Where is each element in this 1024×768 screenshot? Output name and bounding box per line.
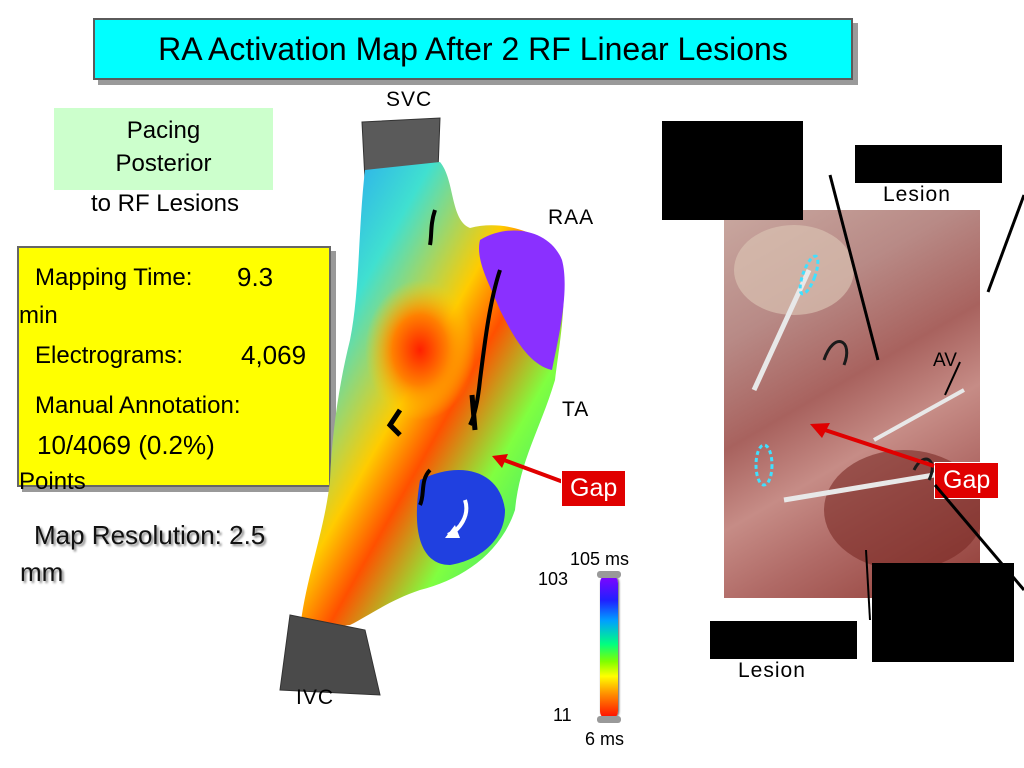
scale-top-time: 105 ms xyxy=(570,549,630,569)
label-av: AV xyxy=(933,350,957,371)
color-scale-bar xyxy=(597,571,621,723)
pacing-line-3: to RF Lesions xyxy=(90,190,240,217)
label-svc: SVC xyxy=(386,88,433,111)
slide-title: RA Activation Map After 2 RF Linear Lesi… xyxy=(158,30,788,67)
scale-top-value: 103 xyxy=(538,569,569,589)
gap-arrow-left xyxy=(492,454,567,485)
mapping-time-value: 9.3 xyxy=(237,262,274,292)
redaction-box-1 xyxy=(662,121,803,220)
pacing-line-1: Pacing xyxy=(126,117,201,144)
scale-bottom-value: 11 xyxy=(553,705,572,725)
stats-box: Mapping Time: 9.3 min Electrograms: 4,06… xyxy=(17,246,331,495)
map-resolution-value: 2.5 xyxy=(229,520,266,550)
pacing-box: Pacing Posterior xyxy=(54,108,273,190)
electrograms-label: Electrograms: xyxy=(35,342,184,369)
redaction-box-2 xyxy=(855,145,1002,183)
redaction-box-3 xyxy=(710,621,857,659)
label-lesion-bottom: Lesion xyxy=(738,659,806,682)
map-resolution: Map Resolution: 2.5 mm xyxy=(20,517,320,591)
label-ta: TA xyxy=(562,398,590,421)
label-ivc: IVC xyxy=(296,686,335,709)
label-lesion-top: Lesion xyxy=(883,183,951,206)
map-resolution-label: Map Resolution: xyxy=(34,520,222,550)
annotation-value: 10/4069 (0.2%) xyxy=(37,430,215,460)
scale-cap-top xyxy=(597,571,621,578)
map-resolution-unit: mm xyxy=(20,557,64,587)
mapping-time-label: Mapping Time: xyxy=(35,264,193,291)
electrograms-value: 4,069 xyxy=(241,340,307,370)
annotation-unit: Points xyxy=(19,468,86,495)
pacing-line-2: Posterior xyxy=(115,150,212,177)
gap-label-left: Gap xyxy=(561,470,627,507)
activation-map-graphic xyxy=(279,117,565,696)
annotation-label: Manual Annotation: xyxy=(35,392,241,419)
mapping-time-unit: min xyxy=(19,302,58,329)
scale-cap-bottom xyxy=(597,716,621,723)
slide-title-box: RA Activation Map After 2 RF Linear Lesi… xyxy=(93,18,853,80)
gap-label-right: Gap xyxy=(934,462,1000,499)
scale-bottom-time: 6 ms xyxy=(585,729,625,749)
redaction-box-4 xyxy=(872,563,1014,662)
label-raa: RAA xyxy=(548,206,595,229)
